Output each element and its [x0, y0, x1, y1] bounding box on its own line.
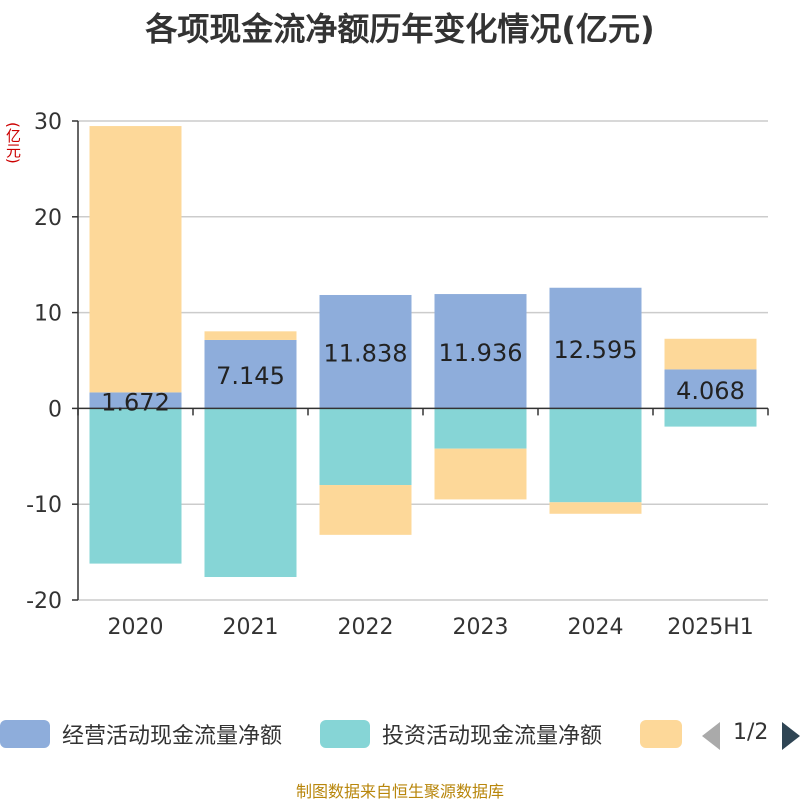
x-tick-label: 2022: [338, 615, 394, 640]
data-label-2025H1: 4.068: [676, 377, 745, 405]
bar-series1-2023: [434, 294, 527, 409]
legend-item-financing[interactable]: [640, 716, 694, 752]
bar-series2-2021: [204, 408, 297, 578]
x-tick-label: 2025H1: [667, 615, 754, 640]
bar-series1-2025H1: [664, 369, 757, 409]
data-source-note: 制图数据来自恒生聚源数据库: [295, 782, 504, 801]
data-label-2023: 11.936: [439, 339, 523, 367]
data-label-2021: 7.145: [216, 362, 285, 390]
legend-swatch-operating: [0, 720, 50, 748]
legend-item-operating[interactable]: 经营活动现金流量净额: [0, 716, 282, 752]
x-tick-label: 2021: [223, 615, 279, 640]
chart-title: 各项现金流净额历年变化情况(亿元): [145, 10, 655, 48]
bar-series2-2024: [549, 408, 642, 503]
x-tick-label: 2024: [568, 615, 624, 640]
y-tick-label: -10: [26, 493, 62, 518]
legend-prev-page-icon[interactable]: [702, 722, 720, 750]
legend-page-indicator: 1/2: [733, 720, 769, 745]
bar-series3-2022: [319, 485, 412, 535]
bar-series2-2025H1: [664, 408, 757, 427]
legend-label-operating: 经营活动现金流量净额: [62, 724, 283, 749]
y-axis-unit: (亿元): [4, 122, 22, 164]
legend-next-page-icon[interactable]: [782, 722, 800, 750]
y-tick-label: 20: [34, 206, 62, 231]
bar-series3-2024: [549, 502, 642, 514]
bar-series1-2024: [549, 287, 642, 409]
bar-series2-2022: [319, 408, 412, 486]
bar-series3-2025H1: [664, 338, 757, 370]
legend: 经营活动现金流量净额 投资活动现金流量净额 1/2: [0, 716, 800, 756]
bar-series1-2022: [319, 294, 412, 409]
data-label-2022: 11.838: [324, 340, 408, 368]
bar-series3-2020: [89, 126, 182, 393]
legend-swatch-financing: [640, 720, 682, 748]
y-tick-label: 10: [34, 302, 62, 327]
bar-series3-2023: [434, 448, 527, 500]
bar-series1-2020: [89, 392, 182, 409]
legend-swatch-investing: [320, 720, 370, 748]
bar-series3-2021: [204, 331, 297, 340]
legend-item-investing[interactable]: 投资活动现金流量净额: [320, 716, 602, 752]
y-tick-label: 0: [48, 397, 62, 422]
y-tick-label: -20: [26, 589, 62, 614]
bar-series1-2021: [204, 339, 297, 409]
x-tick-label: 2023: [453, 615, 509, 640]
y-tick-label: 30: [34, 110, 62, 135]
bar-series2-2020: [89, 408, 182, 564]
data-label-2020: 1.672: [101, 388, 170, 416]
bar-series2-2023: [434, 408, 527, 449]
legend-label-investing: 投资活动现金流量净额: [382, 724, 603, 749]
x-tick-label: 2020: [108, 615, 164, 640]
data-label-2024: 12.595: [554, 336, 638, 364]
